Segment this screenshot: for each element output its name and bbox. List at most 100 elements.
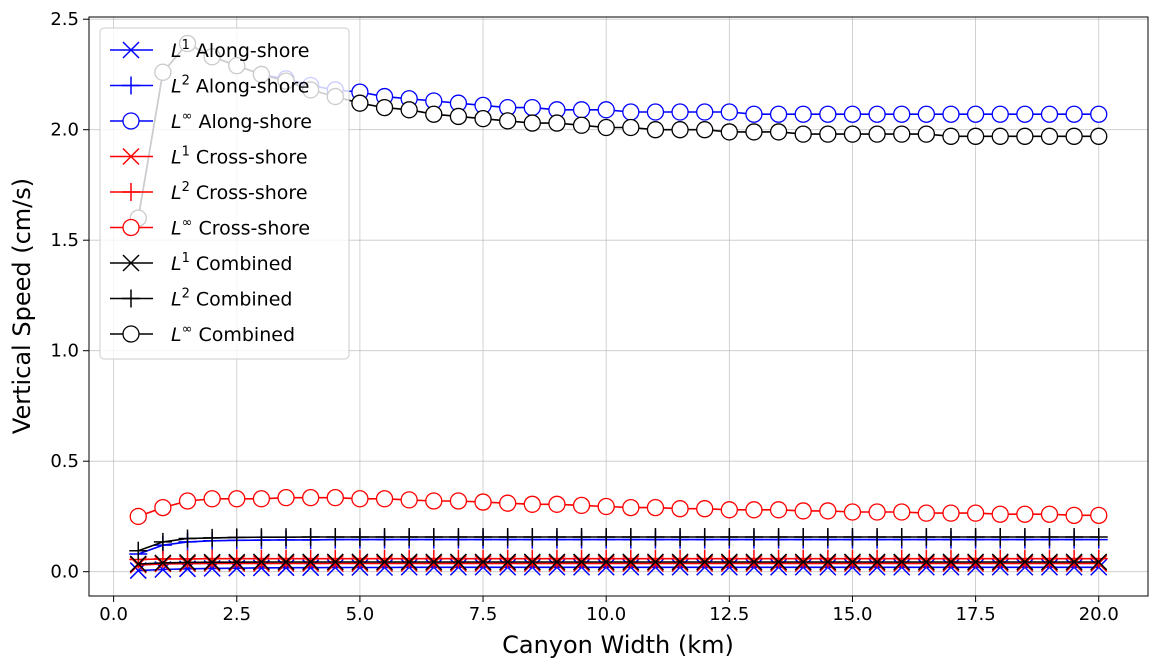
x-axis-title: Canyon Width (km) xyxy=(502,631,734,659)
x-tick-label: 15.0 xyxy=(832,604,872,625)
data-point xyxy=(720,501,738,519)
data-point xyxy=(153,549,172,568)
data-point xyxy=(351,94,369,112)
legend-frame xyxy=(99,27,350,360)
data-point xyxy=(1089,549,1108,568)
data-point xyxy=(572,116,591,134)
data-point xyxy=(720,549,739,568)
legend-label: L2 Combined xyxy=(171,287,292,311)
x-tick-label: 17.5 xyxy=(956,604,996,625)
legend-marker xyxy=(122,218,140,237)
data-point xyxy=(572,527,591,546)
data-point xyxy=(1065,105,1083,123)
data-point xyxy=(252,553,270,571)
legend-label: L2 Cross-shore xyxy=(171,180,308,204)
data-point xyxy=(769,105,788,123)
x-tick-label: 20.0 xyxy=(1079,604,1119,625)
data-point xyxy=(154,498,172,517)
data-point xyxy=(227,549,246,568)
x-tick-label: 7.5 xyxy=(469,604,498,625)
data-point xyxy=(523,527,542,546)
data-point xyxy=(178,553,197,571)
data-point xyxy=(646,121,665,139)
data-point xyxy=(425,492,443,510)
legend-item: L∞ Cross-shore xyxy=(110,216,310,240)
data-point xyxy=(942,553,960,571)
data-point xyxy=(203,490,221,508)
series-8 xyxy=(129,34,1108,227)
data-point xyxy=(769,549,788,568)
data-point xyxy=(671,549,690,568)
data-point xyxy=(646,527,665,546)
data-point xyxy=(499,112,517,130)
series-line xyxy=(138,557,1099,561)
data-point xyxy=(942,504,960,522)
data-point xyxy=(991,505,1009,523)
legend-marker xyxy=(122,254,140,272)
y-tick-label: 0.5 xyxy=(50,451,79,472)
data-point xyxy=(696,553,714,571)
data-point xyxy=(326,553,344,571)
data-point xyxy=(966,549,985,568)
data-point xyxy=(498,549,517,568)
legend-marker xyxy=(122,112,140,130)
legend-item: L2 Cross-shore xyxy=(110,180,308,204)
data-point xyxy=(1090,127,1108,145)
data-point xyxy=(794,527,813,546)
data-point xyxy=(942,105,960,123)
data-point xyxy=(966,127,985,145)
data-point xyxy=(966,105,985,123)
data-point xyxy=(942,127,960,145)
data-point xyxy=(203,553,221,571)
legend-item: L1 Along-shore xyxy=(110,38,309,62)
data-point xyxy=(425,105,443,123)
data-point xyxy=(843,503,862,521)
data-point xyxy=(819,553,837,571)
legend-item: L∞ Combined xyxy=(110,322,295,346)
data-point xyxy=(252,490,271,508)
data-point xyxy=(449,492,468,510)
legend: L1 Along-shore L2 Along-shore L∞ Along-sho… xyxy=(99,27,350,360)
data-point xyxy=(449,549,468,568)
data-point xyxy=(1065,527,1084,546)
y-tick-label: 1.0 xyxy=(50,341,79,362)
data-point xyxy=(868,125,886,143)
data-point xyxy=(350,549,369,568)
data-point xyxy=(375,527,394,546)
data-point xyxy=(375,549,394,568)
legend-item: L1 Cross-shore xyxy=(110,145,308,169)
plot-frame xyxy=(88,16,1149,597)
data-point xyxy=(794,553,812,571)
y-tick-label: 1.5 xyxy=(50,230,79,251)
data-point xyxy=(819,105,837,123)
data-point xyxy=(794,125,812,143)
series-line xyxy=(138,538,1099,555)
data-point xyxy=(646,553,664,571)
series-line xyxy=(138,536,1099,552)
data-point xyxy=(1065,549,1084,568)
data-point xyxy=(991,549,1010,568)
data-point xyxy=(597,527,616,546)
data-point xyxy=(227,528,246,547)
data-point xyxy=(622,498,640,517)
data-point xyxy=(326,549,345,568)
data-point xyxy=(498,527,517,546)
legend-label: L1 Combined xyxy=(171,251,292,275)
data-point xyxy=(991,553,1009,571)
data-point xyxy=(375,98,394,117)
data-point xyxy=(228,490,246,508)
data-point xyxy=(302,489,320,507)
data-point xyxy=(818,549,837,568)
series-line xyxy=(138,566,1099,572)
data-point xyxy=(917,527,936,546)
data-point xyxy=(1040,105,1059,123)
data-point xyxy=(474,549,493,568)
data-point xyxy=(301,549,320,568)
data-point xyxy=(646,549,665,568)
data-point xyxy=(425,553,443,571)
data-point xyxy=(400,101,418,119)
data-point xyxy=(499,553,517,571)
data-point xyxy=(129,541,148,560)
data-point xyxy=(424,527,443,546)
data-point xyxy=(449,107,468,126)
